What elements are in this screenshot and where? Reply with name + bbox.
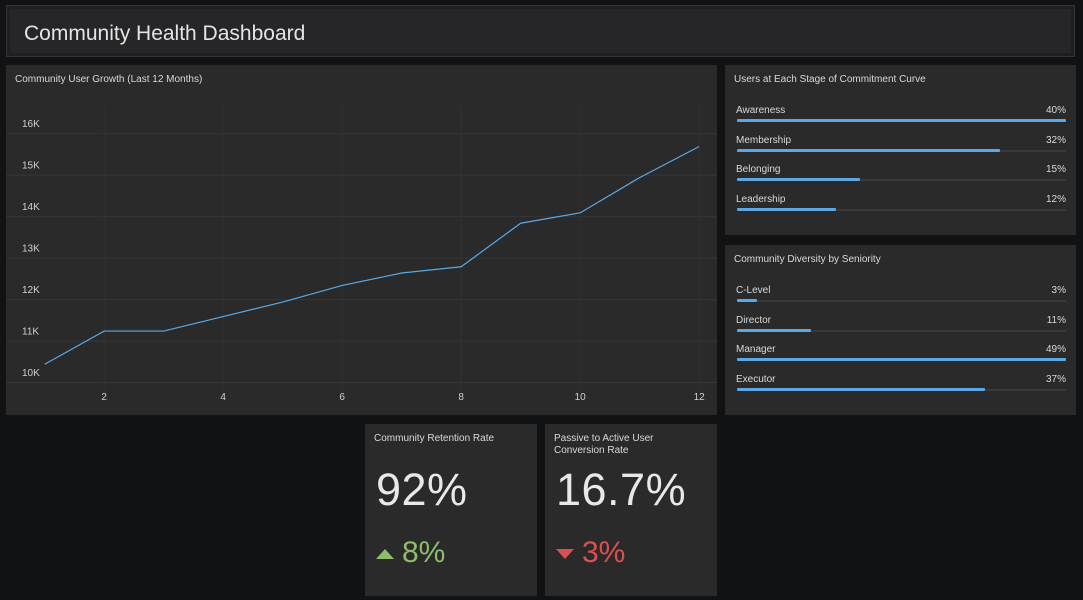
panel-title: Passive to Active User Conversion Rate xyxy=(554,433,654,456)
x-tick-label: 8 xyxy=(458,392,464,403)
user-growth-chart[interactable]: 10K 11K 12K 13K 14K 15K 16K 2 4 6 8 10 12 xyxy=(6,65,717,415)
triangle-down-icon xyxy=(556,548,574,559)
x-tick-label: 6 xyxy=(339,392,345,403)
bar-value: 11% xyxy=(1046,315,1066,326)
panel-title: Community Diversity by Seniority xyxy=(734,254,881,265)
bar-fill xyxy=(737,119,1066,122)
stat-delta: 3% xyxy=(556,536,625,570)
bar-row-belonging: Belonging 15% xyxy=(736,164,1066,190)
bar-row-leadership: Leadership 12% xyxy=(736,194,1066,220)
bar-track xyxy=(737,388,1066,391)
bar-value: 15% xyxy=(1045,164,1066,175)
bar-fill xyxy=(737,149,1001,152)
bar-row-c-level: C-Level 3% xyxy=(736,285,1066,311)
bar-fill xyxy=(737,208,836,211)
panel-title: Community Retention Rate xyxy=(374,433,495,444)
bar-track xyxy=(737,329,1066,332)
stat-delta: 8% xyxy=(376,536,445,570)
commitment-curve-panel[interactable]: Users at Each Stage of Commitment Curve … xyxy=(725,65,1076,235)
bar-label: Director xyxy=(736,315,772,326)
user-growth-panel[interactable]: Community User Growth (Last 12 Months) 1… xyxy=(6,65,717,415)
x-tick-label: 12 xyxy=(694,392,706,403)
bar-row-awareness: Awareness 40% xyxy=(736,105,1066,131)
bar-label: Executor xyxy=(736,374,776,385)
bar-track xyxy=(737,358,1066,361)
bar-label: C-Level xyxy=(736,285,771,296)
y-tick-label: 13K xyxy=(22,244,40,255)
y-tick-label: 16K xyxy=(22,119,40,130)
bar-label: Belonging xyxy=(736,164,781,175)
bar-row-executor: Executor 37% xyxy=(736,374,1066,400)
retention-rate-panel[interactable]: Community Retention Rate 92% 8% xyxy=(365,424,537,596)
conversion-rate-panel[interactable]: Passive to Active User Conversion Rate 1… xyxy=(545,424,717,596)
bar-value: 37% xyxy=(1045,374,1066,385)
panel-title: Community User Growth (Last 12 Months) xyxy=(15,74,203,85)
bar-label: Leadership xyxy=(736,194,786,205)
bar-label: Manager xyxy=(736,344,776,355)
stat-value: 16.7% xyxy=(556,464,687,515)
header-bar: Community Health Dashboard xyxy=(10,9,1071,53)
x-tick-label: 2 xyxy=(101,392,107,403)
y-tick-label: 14K xyxy=(22,202,40,213)
bar-label: Membership xyxy=(736,135,792,146)
y-tick-label: 11K xyxy=(22,327,39,338)
bar-value: 49% xyxy=(1045,344,1066,355)
bar-track xyxy=(737,178,1066,181)
page-title: Community Health Dashboard xyxy=(24,22,306,45)
bar-fill xyxy=(737,329,811,332)
bar-track xyxy=(737,149,1066,152)
bar-value: 40% xyxy=(1045,105,1066,116)
bar-label: Awareness xyxy=(736,105,786,116)
bar-row-manager: Manager 49% xyxy=(736,344,1066,370)
bar-track xyxy=(737,119,1066,122)
y-tick-label: 12K xyxy=(22,285,40,296)
stat-value: 92% xyxy=(376,464,468,515)
y-tick-label: 10K xyxy=(22,368,40,379)
bar-track xyxy=(737,208,1066,211)
bar-track xyxy=(737,299,1066,302)
x-tick-label: 4 xyxy=(220,392,226,403)
bar-value: 3% xyxy=(1051,285,1066,296)
delta-value: 8% xyxy=(402,536,446,569)
series-line xyxy=(44,145,700,365)
panel-title: Users at Each Stage of Commitment Curve xyxy=(734,74,926,85)
seniority-diversity-panel[interactable]: Community Diversity by Seniority C-Level… xyxy=(725,245,1076,415)
bar-row-membership: Membership 32% xyxy=(736,135,1066,161)
dashboard-header: Community Health Dashboard xyxy=(6,5,1075,57)
x-tick-label: 10 xyxy=(575,392,587,403)
triangle-up-icon xyxy=(376,548,394,559)
bar-fill xyxy=(737,178,861,181)
delta-value: 3% xyxy=(582,536,626,569)
bar-fill xyxy=(737,388,986,391)
bar-fill xyxy=(737,358,1066,361)
bar-value: 12% xyxy=(1045,194,1066,205)
bar-value: 32% xyxy=(1045,135,1066,146)
y-tick-label: 15K xyxy=(22,161,40,172)
bar-row-director: Director 11% xyxy=(736,315,1066,341)
bar-fill xyxy=(737,299,758,302)
